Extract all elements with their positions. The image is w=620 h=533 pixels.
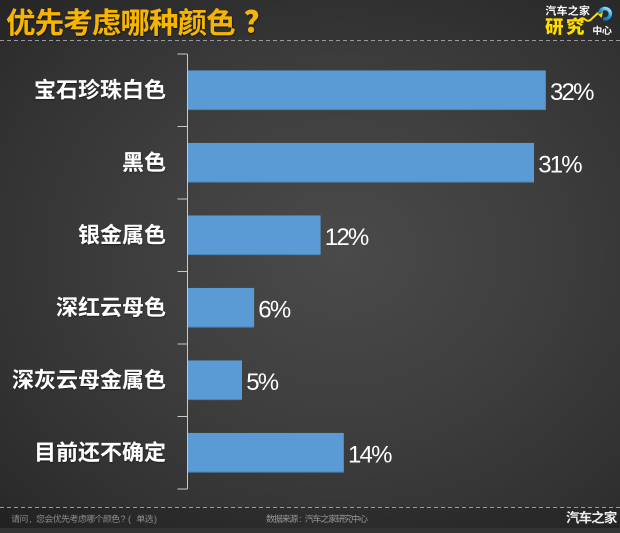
svg-text:? (: ? (: [121, 514, 132, 524]
svg-text::: :: [299, 514, 302, 524]
svg-text:12%: 12%: [325, 224, 369, 251]
svg-text:31%: 31%: [538, 151, 582, 178]
svg-text:5%: 5%: [246, 369, 279, 396]
svg-text:14%: 14%: [348, 441, 392, 468]
svg-text:32%: 32%: [550, 79, 594, 106]
svg-text:,: ,: [29, 514, 32, 524]
svg-text:6%: 6%: [258, 296, 291, 323]
svg-text:): ): [154, 514, 157, 524]
